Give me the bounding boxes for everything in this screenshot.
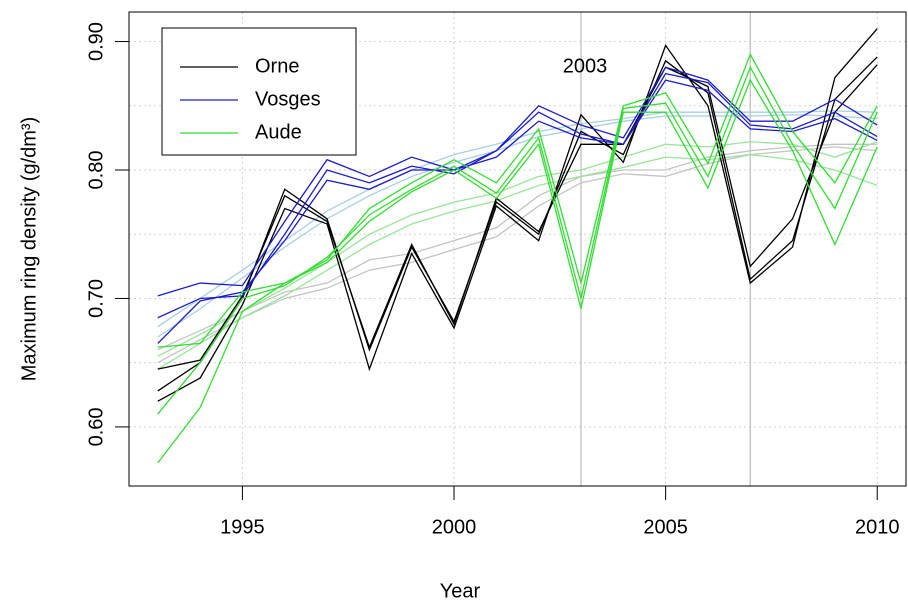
series-line bbox=[157, 78, 878, 464]
series-line bbox=[157, 146, 878, 364]
series-line bbox=[157, 143, 878, 351]
series-line bbox=[157, 72, 878, 319]
y-tick-label: 0.60 bbox=[85, 407, 107, 446]
x-tick-label: 2010 bbox=[855, 516, 900, 538]
plot-frame bbox=[128, 11, 907, 487]
series-line bbox=[157, 141, 878, 357]
legend-label: Aude bbox=[255, 121, 302, 143]
series-line bbox=[157, 79, 878, 344]
x-tick-label: 2000 bbox=[432, 516, 477, 538]
y-axis-label: Maximum ring density (g/dm³) bbox=[18, 117, 40, 382]
series-line bbox=[157, 153, 878, 370]
y-tick-label: 0.70 bbox=[85, 279, 107, 318]
series-line bbox=[157, 66, 878, 297]
legend-label: Orne bbox=[255, 55, 299, 77]
series-line bbox=[157, 56, 878, 392]
annotation: 2003 bbox=[563, 56, 608, 78]
series-line bbox=[157, 28, 878, 402]
x-tick-label: 2005 bbox=[643, 516, 688, 538]
x-axis-label: Year bbox=[440, 580, 481, 600]
series-line bbox=[157, 114, 878, 338]
series-line bbox=[157, 64, 878, 370]
series-line bbox=[157, 52, 878, 348]
y-tick-label: 0.90 bbox=[85, 22, 107, 61]
x-tick-label: 1995 bbox=[220, 516, 265, 538]
legend-label: Vosges bbox=[255, 88, 321, 110]
y-tick-label: 0.80 bbox=[85, 151, 107, 190]
legend-box bbox=[161, 27, 357, 156]
